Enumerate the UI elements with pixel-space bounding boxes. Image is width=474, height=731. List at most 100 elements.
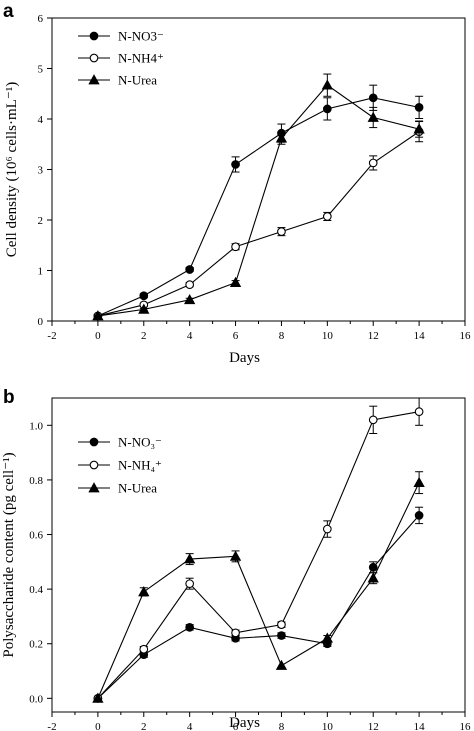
x-tick-label: 4: [187, 721, 193, 731]
data-point: [231, 160, 240, 169]
y-tick-label: 5: [38, 64, 44, 76]
legend-label: N-Urea: [118, 73, 157, 88]
y-tick-label: 1: [38, 266, 44, 278]
legend-marker: [88, 482, 100, 493]
panel-b: b -2 0 2 4 6 8 10 12 14 16 0.0 0.2 0.4 0.6 0.8 1.0 Days P…: [1, 387, 471, 731]
data-point: [229, 550, 242, 561]
legend-label: N-Urea: [118, 481, 157, 496]
y-tick-label: 0.0: [29, 693, 43, 705]
x-tick-label: 8: [279, 330, 285, 342]
series-line: [97, 97, 420, 317]
data-point: [414, 407, 424, 417]
legend-label: N-NH₄⁺: [118, 458, 162, 473]
x-axis-label: Days: [229, 715, 260, 731]
data-point: [277, 631, 286, 640]
data-point: [275, 659, 288, 670]
y-tick-label: 6: [38, 13, 44, 25]
plot-frame: [51, 17, 466, 322]
data-point: [231, 242, 240, 252]
data-point: [368, 562, 378, 572]
x-tick-label: 6: [233, 721, 239, 731]
data-point: [277, 620, 286, 629]
data-point: [414, 511, 424, 520]
data-point: [368, 415, 378, 425]
series-line: [97, 482, 420, 699]
data-point: [184, 553, 196, 564]
data-point: [322, 524, 332, 534]
data-point: [92, 692, 104, 703]
x-tick-label: 6: [233, 330, 239, 342]
data-point: [367, 572, 379, 583]
series-line: [97, 411, 420, 699]
y-tick-label: 4: [38, 114, 44, 126]
series-3: [92, 73, 425, 321]
series-2: [93, 397, 424, 703]
plot-frame: [51, 397, 466, 713]
data-point: [367, 111, 379, 122]
y-axis-label: Polysaccharide content (pg cell⁻¹): [1, 452, 17, 657]
data-point: [139, 291, 149, 301]
y-tick-label: 0.2: [29, 639, 43, 651]
x-tick-label: 2: [141, 330, 147, 342]
data-point: [368, 93, 378, 103]
x-tick-label: -2: [47, 721, 56, 731]
data-point: [185, 579, 195, 589]
data-point: [229, 276, 242, 287]
data-point: [231, 628, 240, 638]
series-1: [93, 84, 424, 321]
data-point: [368, 158, 378, 168]
y-tick-label: 1.0: [29, 420, 43, 432]
x-tick-label: 14: [414, 330, 426, 342]
x-axis-label: Days: [229, 350, 260, 366]
series-2: [93, 121, 424, 321]
x-tick-label: 0: [95, 330, 101, 342]
legend-marker: [88, 74, 100, 85]
data-point: [322, 212, 332, 221]
data-point: [277, 227, 286, 236]
series-1: [93, 506, 424, 703]
y-tick-label: 0.8: [29, 475, 43, 487]
y-tick-label: 2: [38, 215, 44, 227]
data-point: [92, 310, 104, 321]
x-tick-label: 0: [95, 721, 101, 731]
legend-label: N-NH4⁺: [118, 51, 164, 66]
data-point: [185, 623, 195, 632]
data-point: [139, 644, 149, 654]
data-point: [321, 632, 333, 643]
series-line: [97, 515, 420, 699]
x-tick-label: 12: [368, 330, 379, 342]
y-tick-label: 3: [38, 165, 44, 177]
x-tick-label: 14: [414, 721, 426, 731]
data-point: [413, 123, 425, 134]
x-tick-label: 2: [141, 721, 147, 731]
y-tick-label: 0.4: [29, 584, 43, 596]
data-point: [414, 103, 424, 112]
x-tick-label: 4: [187, 330, 193, 342]
x-tick-label: 10: [322, 721, 334, 731]
y-tick-label: 0: [38, 316, 44, 328]
legend-marker: [89, 437, 99, 447]
data-point: [413, 476, 425, 487]
panel-a-label: a: [3, 1, 14, 22]
x-tick-label: 12: [368, 721, 379, 731]
legend-label: N-NO₃⁻: [118, 435, 162, 450]
x-tick-label: 10: [322, 330, 334, 342]
series-3: [92, 471, 425, 703]
data-point: [322, 104, 332, 114]
legend-marker: [89, 53, 99, 63]
data-point: [275, 132, 288, 143]
data-point: [185, 280, 195, 289]
data-point: [138, 586, 150, 597]
series-line: [97, 84, 420, 317]
x-tick-label: 16: [460, 721, 472, 731]
x-tick-label: 8: [279, 721, 285, 731]
data-point: [185, 265, 195, 274]
x-tick-label: -2: [47, 330, 56, 342]
y-axis-label: Cell density (10⁶ cells·mL⁻¹): [4, 82, 20, 258]
legend-marker: [89, 460, 99, 470]
series-line: [97, 131, 420, 317]
panel-b-label: b: [3, 387, 15, 408]
legend-marker: [89, 31, 99, 41]
